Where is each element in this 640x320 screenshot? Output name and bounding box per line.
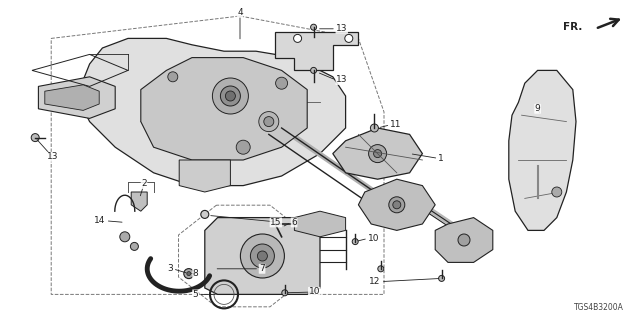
Text: 1: 1 [438, 154, 444, 163]
Circle shape [393, 201, 401, 209]
Circle shape [276, 77, 287, 89]
Text: 13: 13 [336, 76, 348, 84]
Circle shape [371, 124, 378, 132]
Text: 8: 8 [193, 269, 198, 278]
Polygon shape [38, 77, 115, 118]
Circle shape [259, 112, 279, 132]
Circle shape [282, 290, 288, 296]
Polygon shape [275, 32, 358, 70]
Circle shape [345, 34, 353, 42]
Text: FR.: FR. [563, 22, 582, 32]
Text: 7: 7 [259, 264, 265, 273]
Polygon shape [333, 128, 422, 179]
Text: 11: 11 [390, 120, 402, 129]
Circle shape [120, 232, 130, 242]
Circle shape [378, 266, 384, 272]
Circle shape [264, 116, 274, 127]
Circle shape [212, 78, 248, 114]
Polygon shape [141, 58, 307, 160]
Circle shape [241, 234, 284, 278]
Circle shape [31, 133, 39, 141]
Circle shape [225, 91, 236, 101]
Circle shape [310, 24, 317, 30]
Text: 9: 9 [535, 104, 540, 113]
Circle shape [201, 211, 209, 218]
Text: 4: 4 [237, 8, 243, 17]
Text: 5: 5 [193, 290, 198, 299]
Circle shape [250, 244, 275, 268]
Polygon shape [179, 160, 230, 192]
Text: 15: 15 [270, 218, 282, 227]
Circle shape [310, 68, 317, 73]
Circle shape [168, 72, 178, 82]
Circle shape [187, 272, 191, 276]
Circle shape [131, 243, 138, 250]
Text: 2: 2 [141, 180, 147, 188]
Polygon shape [131, 192, 147, 211]
Circle shape [184, 268, 194, 279]
Circle shape [374, 149, 381, 157]
Polygon shape [358, 179, 435, 230]
Circle shape [352, 239, 358, 244]
Circle shape [438, 276, 445, 281]
Circle shape [369, 145, 387, 163]
Text: 13: 13 [336, 24, 348, 33]
Polygon shape [77, 38, 346, 186]
Polygon shape [45, 85, 99, 110]
Text: 6: 6 [291, 218, 297, 227]
Text: 10: 10 [308, 287, 320, 296]
Circle shape [389, 197, 405, 213]
Circle shape [552, 187, 562, 197]
Circle shape [294, 34, 301, 42]
Polygon shape [509, 70, 576, 230]
Polygon shape [205, 218, 320, 294]
Circle shape [220, 86, 241, 106]
Text: TGS4B3200A: TGS4B3200A [574, 303, 624, 312]
Text: 12: 12 [369, 277, 381, 286]
Circle shape [458, 234, 470, 246]
Text: 14: 14 [94, 216, 106, 225]
Circle shape [257, 251, 268, 261]
Text: 10: 10 [368, 234, 380, 243]
Text: 13: 13 [47, 152, 58, 161]
Text: 3: 3 [167, 264, 173, 273]
Circle shape [236, 140, 250, 154]
Polygon shape [435, 218, 493, 262]
Polygon shape [294, 211, 346, 237]
